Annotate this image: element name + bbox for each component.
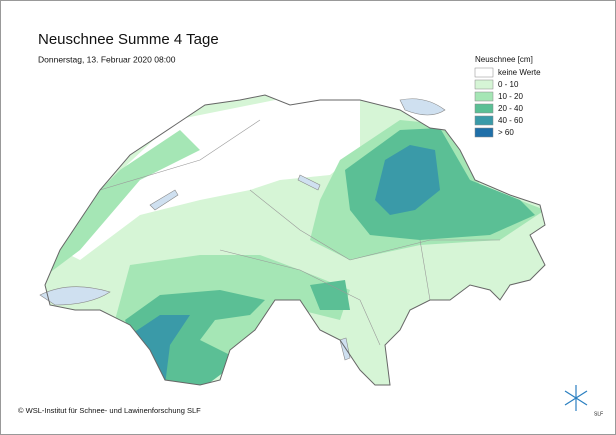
- legend-label: > 60: [498, 128, 514, 137]
- legend-title: Neuschnee [cm]: [475, 55, 533, 64]
- logo-line: [564, 390, 588, 406]
- region: [310, 280, 350, 310]
- title: Neuschnee Summe 4 Tage: [38, 31, 219, 48]
- legend-label: 40 - 60: [498, 116, 523, 125]
- region: [375, 145, 440, 215]
- lake: [297, 174, 321, 191]
- legend-swatch: [474, 79, 494, 90]
- legend-label: 20 - 40: [498, 104, 523, 113]
- legend: keine Werte 0 - 10 10 - 20 20 - 40 40 - 60 > …: [474, 67, 541, 138]
- logo-text: SLF: [594, 411, 603, 417]
- lakes: [39, 98, 446, 361]
- legend-swatch: [474, 91, 494, 102]
- logo: [564, 385, 588, 411]
- legend-swatch: [474, 127, 494, 138]
- lake: [149, 189, 179, 211]
- country-outline: [44, 94, 546, 386]
- legend-label: 0 - 10: [498, 80, 519, 89]
- copyright: © WSL-Institut für Schnee- und Lawinenfo…: [18, 406, 201, 415]
- subtitle: Donnerstag, 13. Februar 2020 08:00: [38, 54, 176, 64]
- region: [60, 95, 360, 260]
- legend-label: keine Werte: [498, 68, 541, 77]
- legend-swatch: [474, 67, 494, 78]
- region: [45, 130, 200, 280]
- lake: [39, 286, 111, 306]
- lake: [399, 98, 446, 116]
- legend-swatch: [474, 103, 494, 114]
- legend-label: 10 - 20: [498, 92, 523, 101]
- legend-swatch: [474, 115, 494, 126]
- borders: [99, 119, 500, 346]
